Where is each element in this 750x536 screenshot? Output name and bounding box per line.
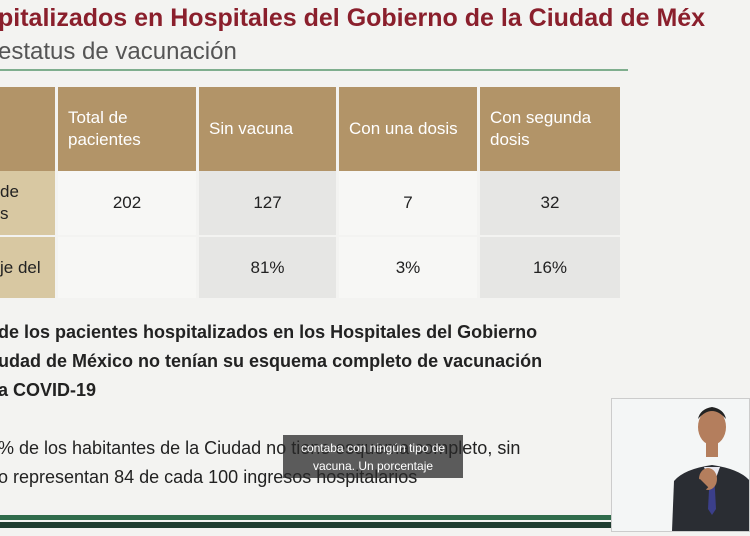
row-label-line: s xyxy=(0,204,9,223)
text-line: a COVID-19 xyxy=(0,380,97,400)
table-cell: 127 xyxy=(199,171,336,235)
row-label-line: de xyxy=(0,182,19,201)
table-cell: 7 xyxy=(339,171,477,235)
interpreter-video xyxy=(611,398,750,532)
table-cell: 81% xyxy=(199,237,336,298)
column-header: Con una dosis xyxy=(339,87,477,171)
footer-stripe xyxy=(0,515,611,520)
row-label: je del xyxy=(0,237,55,298)
table-cell: 32 xyxy=(480,171,620,235)
slide-subtitle: estatus de vacunación xyxy=(0,38,237,65)
slide-title: pitalizados en Hospitales del Gobierno d… xyxy=(0,4,706,32)
header-cell xyxy=(0,87,55,171)
interpreter-figure xyxy=(672,407,750,531)
table-cell: 3% xyxy=(339,237,477,298)
column-header: Total de pacientes xyxy=(58,87,196,171)
divider xyxy=(0,69,628,71)
column-header: Sin vacuna xyxy=(199,87,336,171)
row-label-line: je del xyxy=(0,257,41,277)
table-cell xyxy=(58,237,196,298)
caption-line: contaba con ningún tipo de xyxy=(300,441,446,455)
table-cell: 16% xyxy=(480,237,620,298)
subtitle-caption: contaba con ningún tipo de vacuna. Un por… xyxy=(283,435,463,478)
caption-line: vacuna. Un porcentaje xyxy=(312,459,434,473)
text-line: udad de México no tenían su esquema comp… xyxy=(0,351,543,371)
bold-paragraph: de los pacientes hospitalizados en los H… xyxy=(0,318,542,405)
column-header: Con segunda dosis xyxy=(480,87,620,171)
footer-stripe xyxy=(0,522,611,528)
table-cell: 202 xyxy=(58,171,196,235)
text-line: de los pacientes hospitalizados en los H… xyxy=(0,322,538,342)
row-label: de s xyxy=(0,171,55,235)
